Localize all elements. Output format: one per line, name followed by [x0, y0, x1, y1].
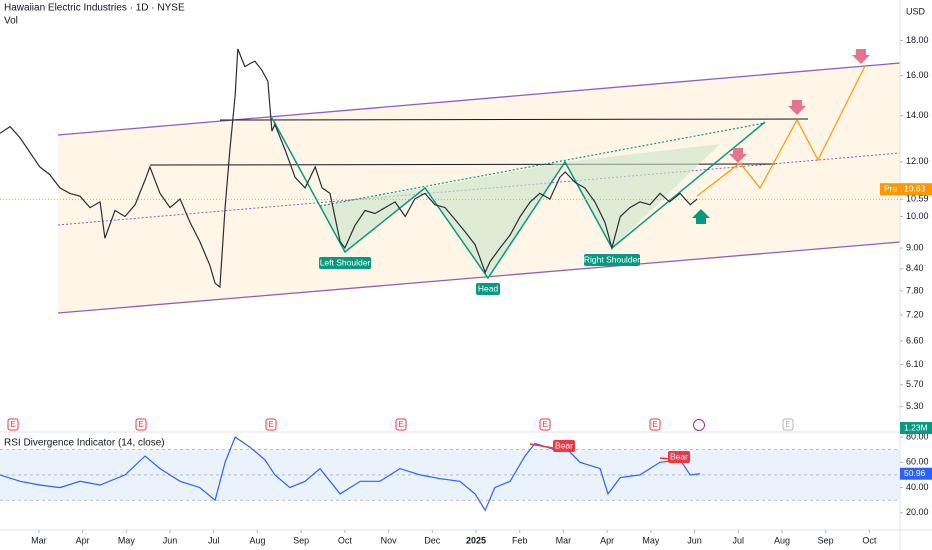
- currency: USD: [906, 6, 926, 16]
- pattern-fill: [425, 162, 565, 278]
- event-icon: [649, 418, 661, 431]
- x-tick-label: Mar: [31, 535, 47, 545]
- event-icon: [395, 418, 407, 431]
- event-icon: [265, 418, 277, 431]
- bear-label-box: [668, 451, 690, 463]
- pre-value: 10.63: [904, 183, 926, 193]
- y-tick-label: 20.00: [906, 507, 929, 517]
- y-tick-label: 10.59: [906, 194, 929, 204]
- rsi-title: RSI Divergence Indicator (14, close): [4, 438, 165, 449]
- x-tick-label: Sep: [818, 535, 834, 545]
- y-tick-label: 8.40: [906, 263, 924, 273]
- x-tick-label: Dec: [424, 535, 441, 545]
- event-label: E: [138, 420, 143, 429]
- y-tick-label: 7.20: [906, 309, 924, 319]
- y-tick-label: 12.00: [906, 156, 929, 166]
- x-tick-label: Oct: [862, 535, 877, 545]
- y-tick-label: 10.00: [906, 211, 929, 221]
- volume-value: 1.23M: [904, 422, 928, 432]
- pattern-fill: [565, 144, 720, 248]
- event-label: E: [398, 420, 403, 429]
- x-tick-label: May: [118, 535, 136, 545]
- y-tick-label: 6.60: [906, 335, 924, 345]
- bear-label: Bear: [555, 440, 573, 450]
- channel-lower: [57, 241, 901, 314]
- pattern-label-box: [584, 254, 640, 266]
- chart-title: Hawaiian Electric Industries · 1D · NYSE: [4, 3, 185, 14]
- volume-badge: [900, 422, 932, 434]
- pattern-fill: [320, 188, 425, 252]
- y-tick-label: 5.70: [906, 379, 924, 389]
- series-line: [0, 436, 701, 512]
- bear-label-box: [553, 440, 575, 452]
- x-tick-label: Jun: [163, 535, 178, 545]
- y-tick-label: 14.00: [906, 110, 929, 120]
- resistance-line: [219, 118, 809, 121]
- pre-badge: [880, 183, 932, 196]
- event-label: E: [785, 420, 790, 429]
- projection: [696, 65, 866, 197]
- event-label: E: [10, 420, 15, 429]
- channel-upper: [57, 62, 901, 136]
- y-tick-label: 80.00: [906, 431, 929, 441]
- x-tick-label: 2025: [466, 535, 486, 545]
- event-icon: [782, 418, 794, 431]
- x-tick-label: Apr: [600, 535, 614, 545]
- event-label: E: [268, 420, 273, 429]
- event-icon: [539, 418, 551, 431]
- x-tick-label: Jul: [733, 535, 745, 545]
- x-tick-label: May: [642, 535, 660, 545]
- pattern-label: Left Shoulder: [320, 257, 371, 267]
- pattern-label: Head: [478, 283, 499, 293]
- x-tick-label: Feb: [512, 535, 528, 545]
- x-tick-label: Aug: [774, 535, 790, 545]
- y-tick-label: 16.00: [906, 70, 929, 80]
- rsi-value: 50.96: [904, 468, 926, 478]
- x-tick-label: Jul: [208, 535, 220, 545]
- y-tick-label: 40.00: [906, 482, 929, 492]
- y-tick-label: 5.30: [906, 401, 924, 411]
- x-tick-label: Mar: [556, 535, 572, 545]
- y-tick-label: 7.80: [906, 285, 924, 295]
- pattern-label-box: [319, 257, 371, 269]
- entry-arrow: [692, 209, 710, 224]
- pre-label: Pre: [884, 183, 898, 193]
- x-tick-label: Apr: [76, 535, 90, 545]
- y-tick-label: 60.00: [906, 457, 929, 467]
- dividend-icon: [693, 419, 705, 431]
- event-icon: [7, 418, 19, 431]
- channel-mid: [57, 152, 901, 226]
- volume-label: Vol: [4, 16, 18, 27]
- pattern-label: Right Shoulder: [584, 254, 640, 264]
- y-tick-label: 9.00: [906, 242, 924, 252]
- rsi-badge: [900, 467, 932, 480]
- event-label: E: [542, 420, 547, 429]
- event-label: E: [652, 420, 657, 429]
- x-tick-label: Aug: [249, 535, 265, 545]
- target-arrows: [729, 49, 870, 163]
- event-icon: [135, 418, 147, 431]
- series-line: [0, 48, 698, 289]
- y-tick-label: 6.10: [906, 359, 924, 369]
- x-tick-label: Nov: [381, 535, 398, 545]
- neckline: [319, 122, 766, 207]
- bear-label: Bear: [670, 451, 688, 461]
- y-tick-label: 18.00: [906, 35, 929, 45]
- pattern-label-box: [476, 283, 500, 295]
- x-tick-label: Oct: [338, 535, 353, 545]
- x-tick-label: Jun: [687, 535, 702, 545]
- x-tick-label: Sep: [293, 535, 309, 545]
